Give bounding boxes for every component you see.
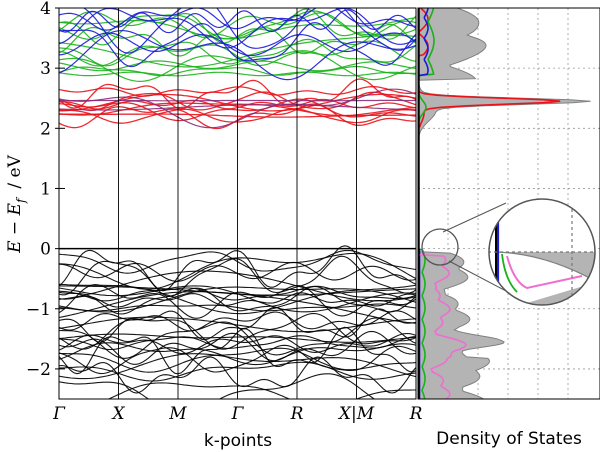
y-tick-label: 0 (40, 240, 51, 260)
dos-panel-frame (417, 7, 600, 400)
kpoint-lines (118, 8, 357, 399)
y-tick-label: 4 (40, 0, 51, 19)
dos-axis-label: Density of States (436, 429, 582, 449)
y-axis-label: E − Ef / eV (5, 154, 28, 254)
y-axis-label-main: E − E (5, 202, 25, 253)
inset-green-curve (501, 253, 518, 293)
y-tick-label: 2 (40, 119, 51, 139)
inset-empty-region (497, 252, 595, 305)
y-axis-label-sub: f (14, 196, 28, 204)
band-panel: −2 −1 0 1 2 3 4 Γ X M Γ R X|M R k-points E − Ef / eV (5, 0, 423, 451)
x-axis-label: k-points (204, 431, 272, 451)
inset-pink-curve (506, 255, 583, 290)
inset-connector-top (442, 202, 507, 233)
x-tick-label: Γ (52, 404, 66, 424)
dos-green (418, 8, 435, 399)
inset-total-curve (496, 251, 595, 283)
magnifier-inset (421, 198, 596, 306)
y-tick-label: 3 (40, 59, 51, 79)
x-tick-label: X (110, 404, 125, 424)
dos-curves (418, 8, 591, 399)
x-tick-label: X|M (337, 404, 375, 424)
x-axis-ticks: Γ X M Γ R X|M R (52, 404, 422, 424)
x-tick-label: Γ (231, 404, 245, 424)
x-tick-label: R (290, 404, 304, 424)
svg-text:E − Ef/ eV: E − Ef / eV (5, 154, 28, 254)
x-tick-label: R (409, 404, 423, 424)
x-tick-label: M (168, 404, 187, 424)
inset-source-circle (421, 228, 459, 266)
y-tick-label: −1 (26, 300, 51, 320)
y-tick-label: 1 (40, 179, 51, 199)
band-panel-frame (58, 7, 417, 400)
y-axis-label-unit: / eV (5, 154, 25, 188)
inset-lens-circle (488, 198, 596, 306)
y-axis-ticks: −2 −1 0 1 2 3 4 (26, 0, 65, 380)
dos-pink (418, 8, 467, 399)
dos-panel: Density of States (417, 7, 600, 449)
y-tick-label: −2 (26, 360, 51, 380)
